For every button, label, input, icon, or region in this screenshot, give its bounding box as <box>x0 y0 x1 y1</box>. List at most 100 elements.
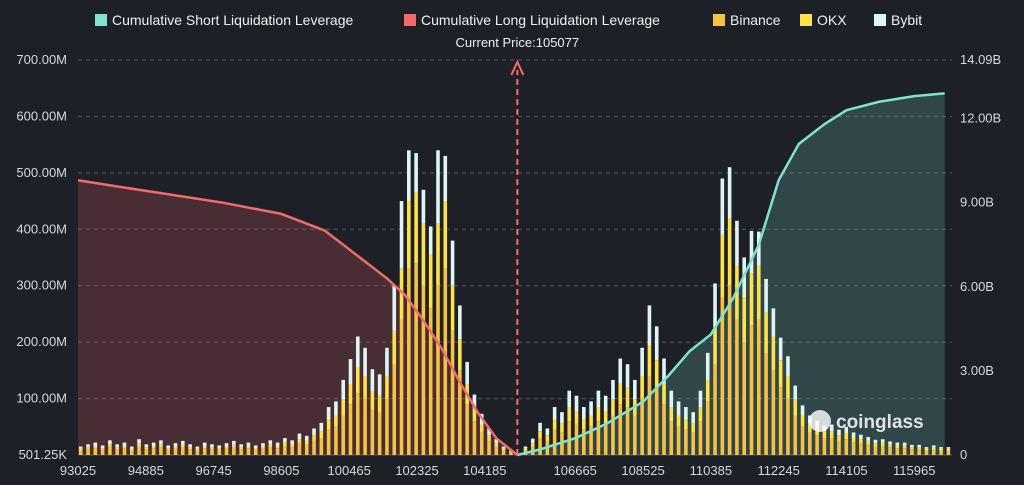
bar-bybit <box>611 379 615 400</box>
bar-binance <box>815 435 819 455</box>
bar-binance <box>392 364 397 455</box>
bar-binance <box>436 285 440 455</box>
bar-bybit <box>567 390 572 408</box>
bar-bybit <box>640 347 644 376</box>
y-right-tick-label: 12.00B <box>960 111 1001 126</box>
bar-okx <box>377 395 382 413</box>
bar-binance <box>844 439 849 455</box>
bar-okx <box>888 444 892 448</box>
bar-binance <box>129 450 134 455</box>
bar-okx <box>509 451 513 453</box>
bar-binance <box>946 450 951 455</box>
area-cumulative-short-liquidation-leverage <box>517 93 945 456</box>
bar-okx <box>669 407 674 422</box>
bar-binance <box>377 412 382 455</box>
x-tick-label: 110385 <box>690 463 732 478</box>
bar-okx <box>800 415 805 427</box>
bar-okx <box>414 192 418 264</box>
bar-okx <box>144 447 149 450</box>
bar-binance <box>312 440 316 455</box>
x-tick-label: 100465 <box>328 463 371 478</box>
legend-item[interactable]: Cumulative Long Liquidation Leverage <box>404 12 660 28</box>
bar-binance <box>319 438 324 455</box>
y-left-tick-label: 200.00M <box>16 334 67 349</box>
bar-binance <box>458 370 462 455</box>
bar-okx <box>334 415 338 427</box>
bar-okx <box>574 411 579 424</box>
bar-bybit <box>428 226 433 255</box>
bar-okx <box>428 254 433 309</box>
bar-bybit <box>764 278 768 313</box>
bar-bybit <box>895 442 900 446</box>
bar-okx <box>195 448 200 451</box>
bar-bybit <box>144 444 149 448</box>
bar-bybit <box>727 167 732 218</box>
bar-okx <box>713 328 717 365</box>
bar-binance <box>202 448 207 455</box>
bar-bybit <box>837 429 841 436</box>
bar-bybit <box>93 442 98 446</box>
bar-binance <box>596 421 601 455</box>
bar-okx <box>458 339 462 371</box>
bar-okx <box>895 445 900 449</box>
bar-bybit <box>873 439 878 444</box>
bar-okx <box>326 419 331 430</box>
bar-bybit <box>78 446 83 449</box>
legend-item[interactable]: Binance <box>713 12 781 28</box>
bar-okx <box>611 399 615 416</box>
bar-bybit <box>217 445 222 449</box>
bar-binance <box>465 404 469 455</box>
bar-bybit <box>888 441 892 445</box>
bar-binance <box>640 398 644 455</box>
legend-item[interactable]: Bybit <box>874 12 922 28</box>
bar-binance <box>822 438 827 455</box>
bar-okx <box>589 415 593 427</box>
coinglass-watermark: coinglass <box>809 410 924 433</box>
bar-okx <box>946 448 951 451</box>
bar-binance <box>917 449 921 455</box>
bar-bybit <box>122 442 127 446</box>
bar-okx <box>552 419 557 430</box>
bar-binance <box>195 450 200 455</box>
bar-okx <box>931 447 936 450</box>
bar-bybit <box>450 240 455 286</box>
bar-okx <box>443 201 448 269</box>
bar-okx <box>676 415 681 427</box>
bar-binance <box>567 421 572 455</box>
bar-okx <box>771 336 776 371</box>
bar-binance <box>931 449 936 455</box>
bar-okx <box>239 447 243 450</box>
legend-item[interactable]: Cumulative Short Liquidation Leverage <box>95 12 353 28</box>
bar-okx <box>436 223 440 286</box>
coinglass-logo-icon <box>809 410 831 432</box>
bar-bybit <box>560 412 564 424</box>
bar-okx <box>188 447 192 450</box>
bar-okx <box>851 437 856 443</box>
bar-okx <box>370 391 375 410</box>
bar-bybit <box>633 379 637 400</box>
bar-okx <box>866 440 870 445</box>
bar-binance <box>756 319 761 455</box>
legend-item[interactable]: OKX <box>800 12 847 28</box>
bar-bybit <box>684 407 688 420</box>
bar-bybit <box>713 283 717 329</box>
bar-bybit <box>931 445 936 448</box>
bar-okx <box>917 447 921 450</box>
bar-binance <box>421 285 426 455</box>
legend[interactable]: Cumulative Short Liquidation Leverage Cum… <box>95 12 922 28</box>
bar-binance <box>239 449 243 455</box>
y-left-tick-label: 700.00M <box>16 52 67 67</box>
bar-bybit <box>939 447 943 449</box>
line-cumulative-short-liquidation-leverage <box>517 92 945 457</box>
y-right-tick-label: 9.00B <box>960 195 994 210</box>
legend-label: Binance <box>730 12 781 28</box>
bar-binance <box>283 445 287 455</box>
bar-bybit <box>924 447 929 449</box>
bar-bybit <box>399 201 404 269</box>
bar-binance <box>122 448 127 455</box>
bar-bybit <box>370 369 375 392</box>
bar-binance <box>633 415 637 455</box>
current-price-marker: Current Price:105077 <box>456 35 579 455</box>
y-right-tick-label: 0 <box>960 447 967 462</box>
bar-binance <box>443 268 448 455</box>
